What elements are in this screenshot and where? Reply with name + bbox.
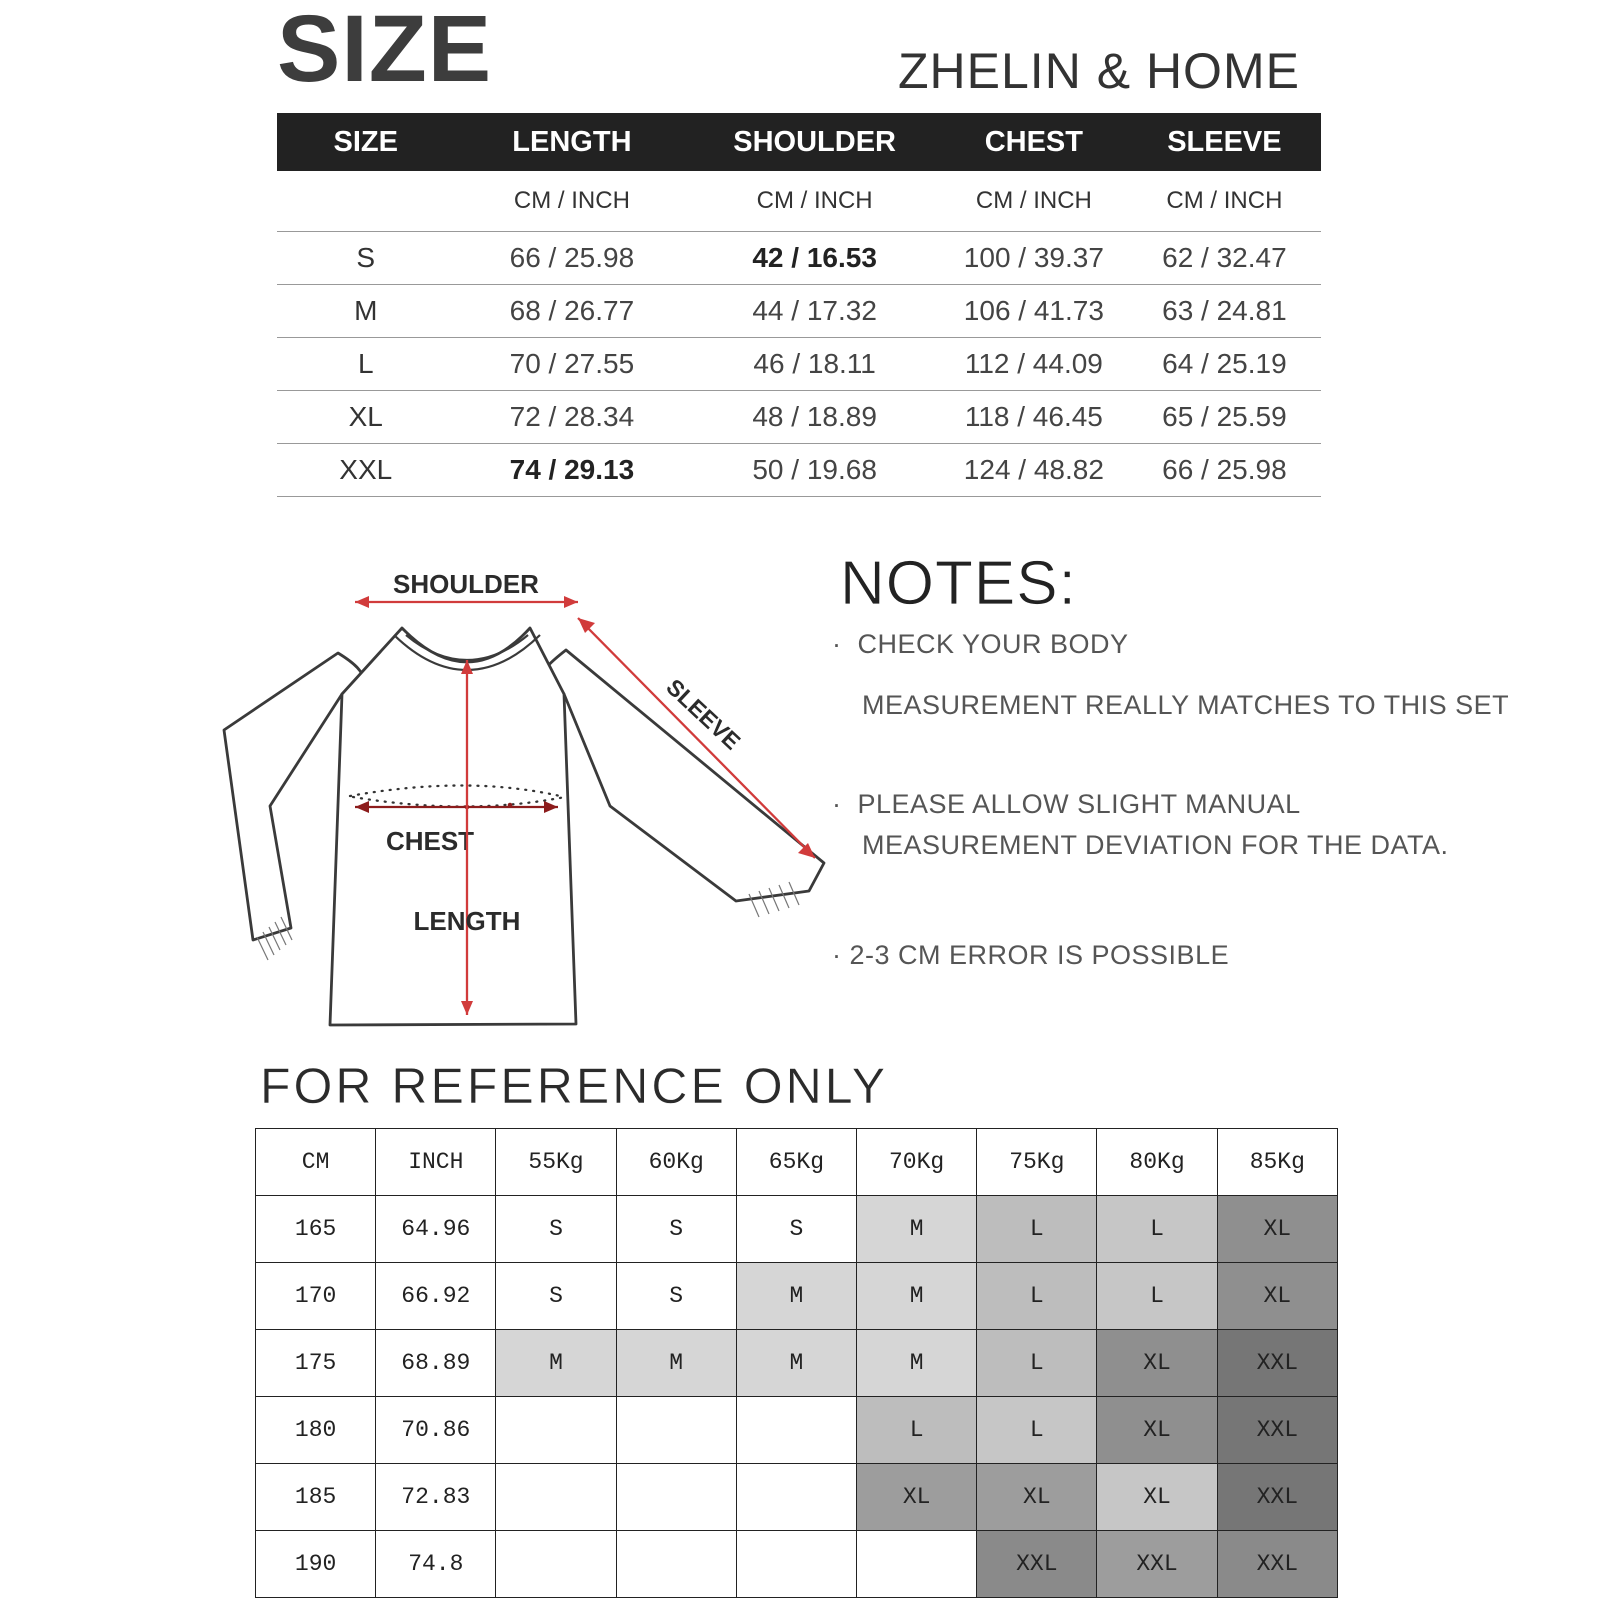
svg-text:LENGTH: LENGTH — [414, 906, 521, 936]
svg-text:CHEST: CHEST — [386, 826, 474, 856]
svg-text:SHOULDER: SHOULDER — [393, 569, 539, 599]
